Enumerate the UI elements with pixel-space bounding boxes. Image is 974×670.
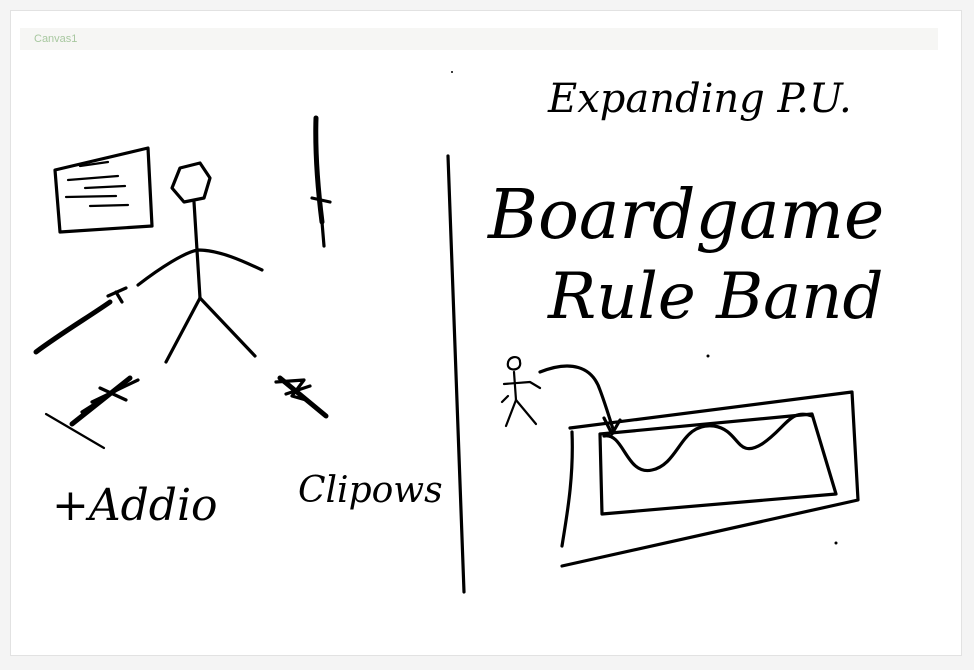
board-outer-frame xyxy=(560,390,860,568)
heading-text: Expanding P.U. xyxy=(547,76,852,122)
small-figure-sketch xyxy=(500,356,542,428)
add-label: +Addio xyxy=(52,480,218,531)
scribble-lower-right-sketch xyxy=(274,375,329,419)
board-inner-frame xyxy=(598,412,838,516)
left-sketch: +Addio Clipows xyxy=(33,115,443,531)
right-sketch: Expanding P.U. Boardgame Rule Band xyxy=(451,71,884,568)
sword-left-sketch xyxy=(33,286,128,355)
ink-dot xyxy=(706,354,710,358)
clip-label: Clipows xyxy=(298,470,443,511)
arrow-curve xyxy=(538,364,616,434)
stick-figure-sketch xyxy=(136,161,264,364)
document-note-sketch xyxy=(53,146,154,234)
terrain-wave xyxy=(602,412,814,472)
title-line-2: Rule Band xyxy=(547,260,883,334)
vertical-divider xyxy=(446,154,466,594)
ink-dot xyxy=(834,541,838,545)
canvas-header: Canvas1 xyxy=(20,28,938,50)
board-left-edge xyxy=(560,430,574,548)
canvas-frame xyxy=(10,10,962,656)
sword-top-sketch xyxy=(310,115,332,248)
scribble-lower-left-sketch xyxy=(44,375,140,450)
title-line-1: Boardgame xyxy=(486,176,884,255)
ink-dot xyxy=(451,71,453,73)
canvas-title: Canvas1 xyxy=(34,33,78,45)
